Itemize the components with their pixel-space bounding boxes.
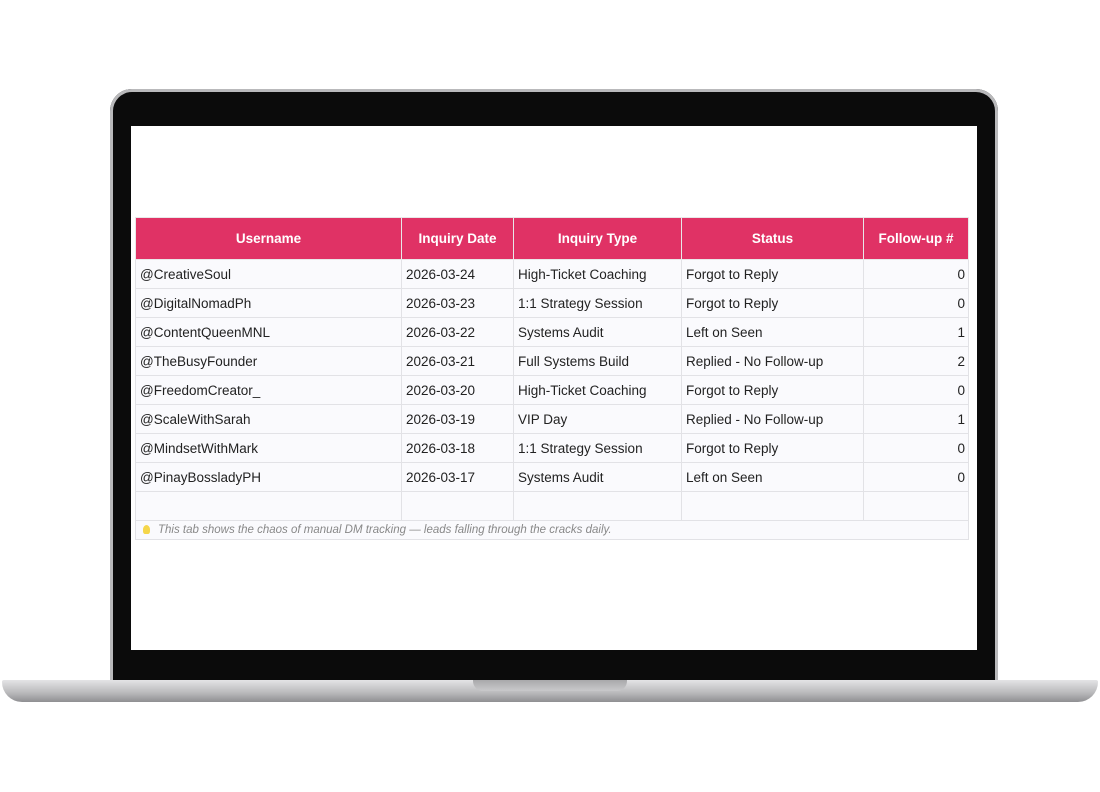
table-cell: @ScaleWithSarah — [135, 404, 402, 434]
empty-cell — [401, 491, 514, 521]
empty-cell — [863, 491, 969, 521]
table-cell: 2026-03-21 — [401, 346, 514, 376]
table-cell: 2026-03-18 — [401, 433, 514, 463]
table-cell: 2026-03-19 — [401, 404, 514, 434]
table-cell: @DigitalNomadPh — [135, 288, 402, 318]
table-cell: VIP Day — [513, 404, 682, 434]
table-cell: 1 — [863, 317, 969, 347]
table-cell: High-Ticket Coaching — [513, 375, 682, 405]
table-cell: 0 — [863, 288, 969, 318]
table-cell: Forgot to Reply — [681, 259, 864, 289]
table-cell: Replied - No Follow-up — [681, 404, 864, 434]
table-cell: Systems Audit — [513, 317, 682, 347]
table-cell: @TheBusyFounder — [135, 346, 402, 376]
column-header: Follow-up # — [863, 217, 969, 260]
table-cell: High-Ticket Coaching — [513, 259, 682, 289]
laptop-notch — [473, 680, 627, 691]
header-row: Username Inquiry Date Inquiry Type Status Fo… — [135, 217, 969, 260]
table-cell: 1 — [863, 404, 969, 434]
column-header: Inquiry Type — [513, 217, 682, 260]
table-cell: Forgot to Reply — [681, 288, 864, 318]
table-cell: Full Systems Build — [513, 346, 682, 376]
table-cell: 1:1 Strategy Session — [513, 288, 682, 318]
empty-row — [135, 491, 969, 521]
empty-cell — [513, 491, 682, 521]
table-cell: 0 — [863, 433, 969, 463]
column-header: Inquiry Date — [401, 217, 514, 260]
table-cell: @ContentQueenMNL — [135, 317, 402, 347]
table-cell: @PinayBossladyPH — [135, 462, 402, 492]
table-cell: 2 — [863, 346, 969, 376]
table-cell: Forgot to Reply — [681, 375, 864, 405]
table-cell: Left on Seen — [681, 462, 864, 492]
table-cell: 0 — [863, 462, 969, 492]
note-row: This tab shows the chaos of manual DM tr… — [135, 520, 969, 540]
column-header: Status — [681, 217, 864, 260]
table-cell: Replied - No Follow-up — [681, 346, 864, 376]
table-row: @ContentQueenMNL 2026-03-22 Systems Audit L… — [135, 317, 969, 347]
note-text: This tab shows the chaos of manual DM tr… — [158, 524, 612, 536]
table-row: @MindsetWithMark 2026-03-18 1:1 Strategy S… — [135, 433, 969, 463]
table-cell: Forgot to Reply — [681, 433, 864, 463]
table-cell: @CreativeSoul — [135, 259, 402, 289]
empty-cell — [135, 491, 402, 521]
column-header: Username — [135, 217, 402, 260]
table-row: @CreativeSoul 2026-03-24 High-Ticket Coach… — [135, 259, 969, 289]
table-cell: Systems Audit — [513, 462, 682, 492]
table-cell: 0 — [863, 259, 969, 289]
note-cell: This tab shows the chaos of manual DM tr… — [135, 520, 969, 540]
table-cell: 2026-03-24 — [401, 259, 514, 289]
table-cell: 0 — [863, 375, 969, 405]
table-cell: Left on Seen — [681, 317, 864, 347]
table-cell: 2026-03-23 — [401, 288, 514, 318]
table-cell: 2026-03-22 — [401, 317, 514, 347]
table-row: @ScaleWithSarah 2026-03-19 VIP Day Replied … — [135, 404, 969, 434]
laptop-base — [2, 680, 1098, 702]
table-cell: 2026-03-17 — [401, 462, 514, 492]
empty-cell — [681, 491, 864, 521]
table-row: @TheBusyFounder 2026-03-21 Full Systems Bu… — [135, 346, 969, 376]
bulb-icon — [143, 525, 150, 534]
table-cell: 2026-03-20 — [401, 375, 514, 405]
table-row: @DigitalNomadPh 2026-03-23 1:1 Strategy Se… — [135, 288, 969, 318]
table-body: @CreativeSoul 2026-03-24 High-Ticket Coach… — [135, 259, 969, 540]
table-cell: @FreedomCreator_ — [135, 375, 402, 405]
table-row: @PinayBossladyPH 2026-03-17 Systems Audit L… — [135, 462, 969, 492]
table-row: @FreedomCreator_ 2026-03-20 High-Ticket Co… — [135, 375, 969, 405]
table-cell: @MindsetWithMark — [135, 433, 402, 463]
spreadsheet-table: Username Inquiry Date Inquiry Type Status Fo… — [135, 217, 969, 540]
table-cell: 1:1 Strategy Session — [513, 433, 682, 463]
